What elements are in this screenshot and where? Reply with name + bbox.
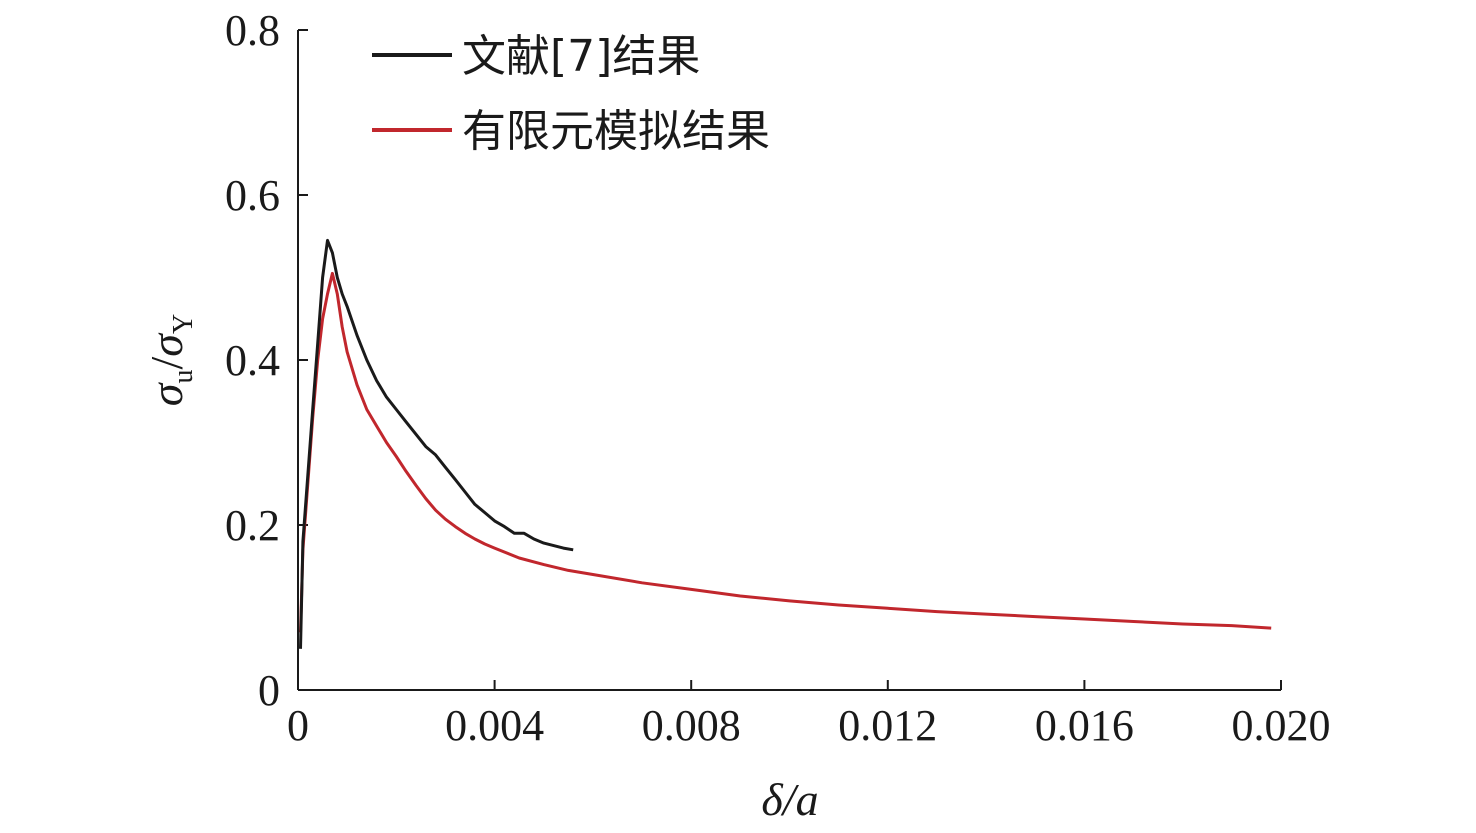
x-tick-label: 0.012 — [838, 701, 937, 750]
x-tick-label: 0.020 — [1232, 701, 1331, 750]
series-line-1 — [299, 271, 1272, 633]
series-line-0 — [299, 238, 574, 649]
x-axis-title: δ/a — [761, 774, 818, 825]
legend-label-1: 有限元模拟结果 — [462, 106, 770, 157]
y-axis-sub-y: Y — [168, 314, 199, 334]
y-axis-title: σu/σY — [141, 314, 199, 406]
y-ticks: 0 0.2 0.4 0.6 0.8 — [225, 6, 308, 715]
legend-label-0: 文献[7]结果 — [462, 31, 700, 82]
x-tick-label: 0.016 — [1035, 701, 1134, 750]
x-tick-label: 0.004 — [445, 701, 544, 750]
y-axis-slash: / — [141, 357, 192, 370]
x-tick-label: 0 — [287, 701, 309, 750]
y-axis-sigma-u: σ — [141, 381, 192, 406]
y-axis-sub-u: u — [168, 370, 199, 384]
y-tick-label: 0.2 — [225, 501, 280, 550]
series-layer — [299, 238, 1272, 649]
x-ticks: 0 0.004 0.008 0.012 0.016 0.020 — [287, 680, 1331, 750]
y-tick-label: 0.4 — [225, 336, 280, 385]
y-tick-label: 0.8 — [225, 6, 280, 55]
x-tick-label: 0.008 — [642, 701, 741, 750]
y-tick-label: 0.6 — [225, 171, 280, 220]
y-axis-sigma-y: σ — [141, 332, 192, 357]
y-tick-label: 0 — [258, 666, 280, 715]
